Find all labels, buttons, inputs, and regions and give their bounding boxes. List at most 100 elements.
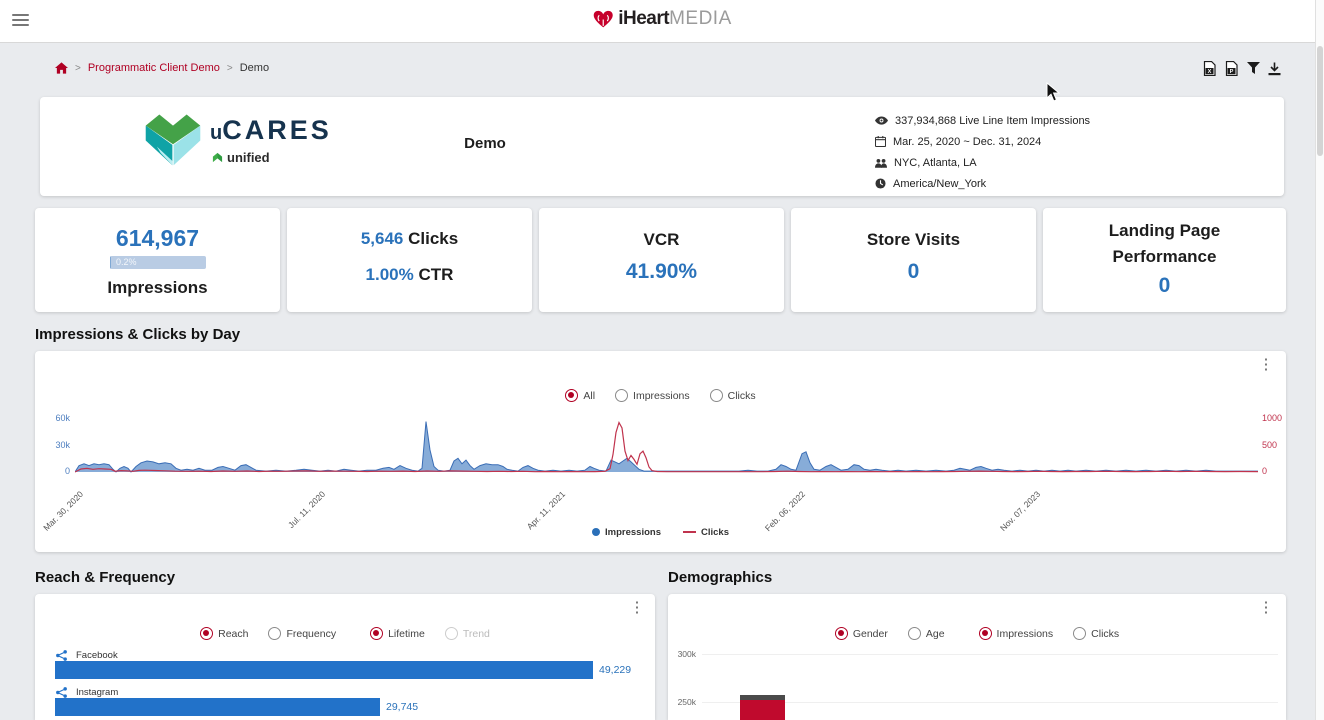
home-icon[interactable] — [55, 62, 68, 74]
ucares-heart-logo-icon — [145, 114, 201, 166]
kpi-ctr-line: 1.00% CTR — [365, 265, 454, 284]
daily-chart-section-title: Impressions & Clicks by Day — [35, 326, 241, 343]
breadcrumb-separator: > — [226, 62, 233, 74]
unified-leaf-icon — [212, 152, 223, 163]
share-icon[interactable] — [56, 650, 67, 661]
radio-option-reach[interactable]: Reach — [200, 627, 248, 640]
yaxis-left-tick: 30k — [55, 440, 70, 450]
reach-radio-group: Reach Frequency Lifetime Trend — [35, 627, 655, 640]
scrollbar-thumb[interactable] — [1317, 46, 1323, 156]
campaign-title: Demo — [464, 135, 506, 152]
reach-bar-facebook-fill — [55, 661, 593, 679]
campaign-stats: 337,934,868 Live Line Item Impressions M… — [875, 110, 1090, 194]
excel-export-icon[interactable]: X — [1203, 60, 1219, 77]
radio-option-demo-clicks[interactable]: Clicks — [1073, 627, 1119, 640]
hamburger-menu-icon[interactable] — [12, 14, 29, 27]
filter-icon[interactable] — [1247, 62, 1263, 78]
reach-bar-label-instagram: Instagram — [56, 687, 118, 698]
radio-clicks-icon — [709, 389, 723, 402]
daily-chart-plot — [75, 420, 1258, 473]
radio-option-impressions[interactable]: Impressions — [615, 389, 690, 402]
eye-icon — [875, 116, 888, 125]
kpi-impressions-progress-label: 0.2% — [116, 257, 137, 267]
demographics-bar-segment-red — [740, 699, 785, 720]
clock-icon — [875, 178, 886, 189]
radio-option-lifetime[interactable]: Lifetime — [370, 627, 425, 640]
calendar-icon — [875, 136, 886, 147]
kpi-card-clicks: 5,646 Clicks 1.00% CTR — [287, 208, 532, 312]
radio-option-demo-impressions[interactable]: Impressions — [978, 627, 1053, 640]
kpi-vcr-value: 41.90% — [625, 260, 698, 283]
reach-section-title: Reach & Frequency — [35, 569, 176, 586]
radio-option-all[interactable]: All — [565, 389, 595, 402]
iheart-heart-icon — [593, 10, 613, 27]
radio-option-age[interactable]: Age — [907, 627, 945, 640]
kpi-landing-label: Landing Page Performance — [1108, 221, 1221, 267]
demographics-menu-icon[interactable]: ⋮ — [1258, 599, 1274, 616]
download-icon[interactable] — [1268, 62, 1284, 78]
radio-impressions-icon — [615, 389, 629, 402]
radio-option-gender[interactable]: Gender — [834, 627, 888, 640]
radio-age-icon — [907, 627, 921, 640]
daily-chart-card — [35, 351, 1286, 552]
radio-frequency-icon — [268, 627, 282, 640]
daily-chart-menu-icon[interactable]: ⋮ — [1258, 356, 1274, 373]
radio-trend-icon — [444, 627, 458, 640]
daily-chart-legend: Impressions Clicks — [35, 527, 1286, 538]
radio-gender-icon — [834, 627, 848, 640]
kpi-landing-value: 0 — [1158, 273, 1171, 297]
radio-lifetime-icon — [370, 627, 384, 640]
stat-date-range: Mar. 25, 2020 ~ Dec. 31, 2024 — [875, 131, 1090, 152]
demographics-radio-group: Gender Age Impressions Clicks — [668, 627, 1286, 640]
stat-markets: NYC, Atlanta, LA — [875, 152, 1090, 173]
svg-text:P: P — [1230, 69, 1234, 75]
scrollbar-track[interactable] — [1315, 0, 1324, 720]
stat-live-impressions: 337,934,868 Live Line Item Impressions — [875, 110, 1090, 131]
radio-option-frequency[interactable]: Frequency — [268, 627, 336, 640]
share-icon[interactable] — [56, 687, 67, 698]
reach-bar-facebook: 49,229 — [55, 661, 631, 679]
yaxis-left-tick: 60k — [55, 413, 70, 423]
breadcrumb-separator: > — [75, 62, 81, 74]
audience-icon — [875, 158, 887, 168]
kpi-store-visits-value: 0 — [907, 260, 920, 283]
radio-reach-icon — [200, 627, 214, 640]
kpi-card-landing-page: Landing Page Performance 0 — [1043, 208, 1286, 312]
kpi-impressions-progress: 0.2% — [110, 256, 206, 269]
legend-clicks[interactable]: Clicks — [682, 527, 729, 538]
yaxis-left-tick: 0 — [64, 466, 70, 476]
breadcrumb: > Programmatic Client Demo > Demo — [55, 62, 269, 74]
yaxis-right-tick: 1000 — [1262, 413, 1283, 423]
campaign-header-card: uCARES unified Demo 337,934,868 Live Lin… — [40, 97, 1284, 196]
kpi-clicks-line: 5,646 Clicks — [360, 229, 459, 248]
demographics-section-title: Demographics — [668, 569, 773, 586]
daily-chart-radio-group: All Impressions Clicks — [35, 389, 1286, 402]
radio-demo-impressions-icon — [978, 627, 992, 640]
breadcrumb-current: Demo — [239, 62, 270, 74]
legend-impressions[interactable]: Impressions — [592, 527, 661, 538]
powerpoint-export-icon[interactable]: P — [1225, 60, 1241, 77]
kpi-card-impressions: 614,967 0.2% Impressions — [35, 208, 280, 312]
svg-text:X: X — [1208, 69, 1212, 75]
demographics-gridline — [702, 702, 1278, 703]
radio-demo-clicks-icon — [1073, 627, 1087, 640]
kpi-impressions-label: Impressions — [107, 278, 208, 297]
stat-timezone: America/New_York — [875, 173, 1090, 194]
reach-bar-label-facebook: Facebook — [56, 650, 118, 661]
radio-all-icon — [565, 389, 579, 402]
legend-impressions-marker — [592, 528, 601, 536]
brand-light-text: MEDIA — [669, 8, 732, 29]
legend-clicks-marker — [682, 531, 696, 533]
mouse-cursor — [1046, 82, 1060, 102]
breadcrumb-link-client[interactable]: Programmatic Client Demo — [87, 62, 220, 74]
brand-bold-text: iHeart — [618, 8, 670, 29]
radio-option-trend[interactable]: Trend — [444, 627, 490, 640]
reach-menu-icon[interactable]: ⋮ — [629, 599, 645, 616]
reach-bar-instagram: 29,745 — [55, 698, 418, 716]
top-app-bar: iHeartMEDIA — [0, 0, 1324, 43]
advertiser-subbrand: unified — [212, 150, 270, 165]
radio-option-clicks[interactable]: Clicks — [709, 389, 756, 402]
kpi-vcr-label: VCR — [643, 230, 680, 249]
reach-bar-instagram-fill — [55, 698, 380, 716]
